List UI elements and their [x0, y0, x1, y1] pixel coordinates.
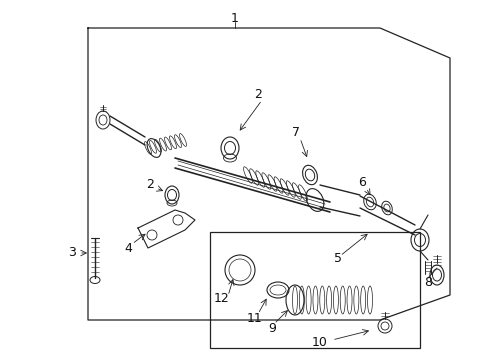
Text: 2: 2: [254, 89, 262, 102]
Text: 7: 7: [291, 126, 299, 139]
Text: 12: 12: [214, 292, 229, 305]
Text: 6: 6: [357, 176, 365, 189]
Text: 2: 2: [146, 179, 154, 192]
Text: 10: 10: [311, 336, 327, 348]
Text: 8: 8: [423, 275, 431, 288]
Text: 5: 5: [333, 252, 341, 265]
Text: 11: 11: [246, 311, 263, 324]
Text: 4: 4: [124, 242, 132, 255]
Bar: [209, 232, 419, 348]
Text: 1: 1: [231, 12, 239, 24]
Text: 9: 9: [267, 321, 275, 334]
Text: 3: 3: [68, 247, 76, 260]
